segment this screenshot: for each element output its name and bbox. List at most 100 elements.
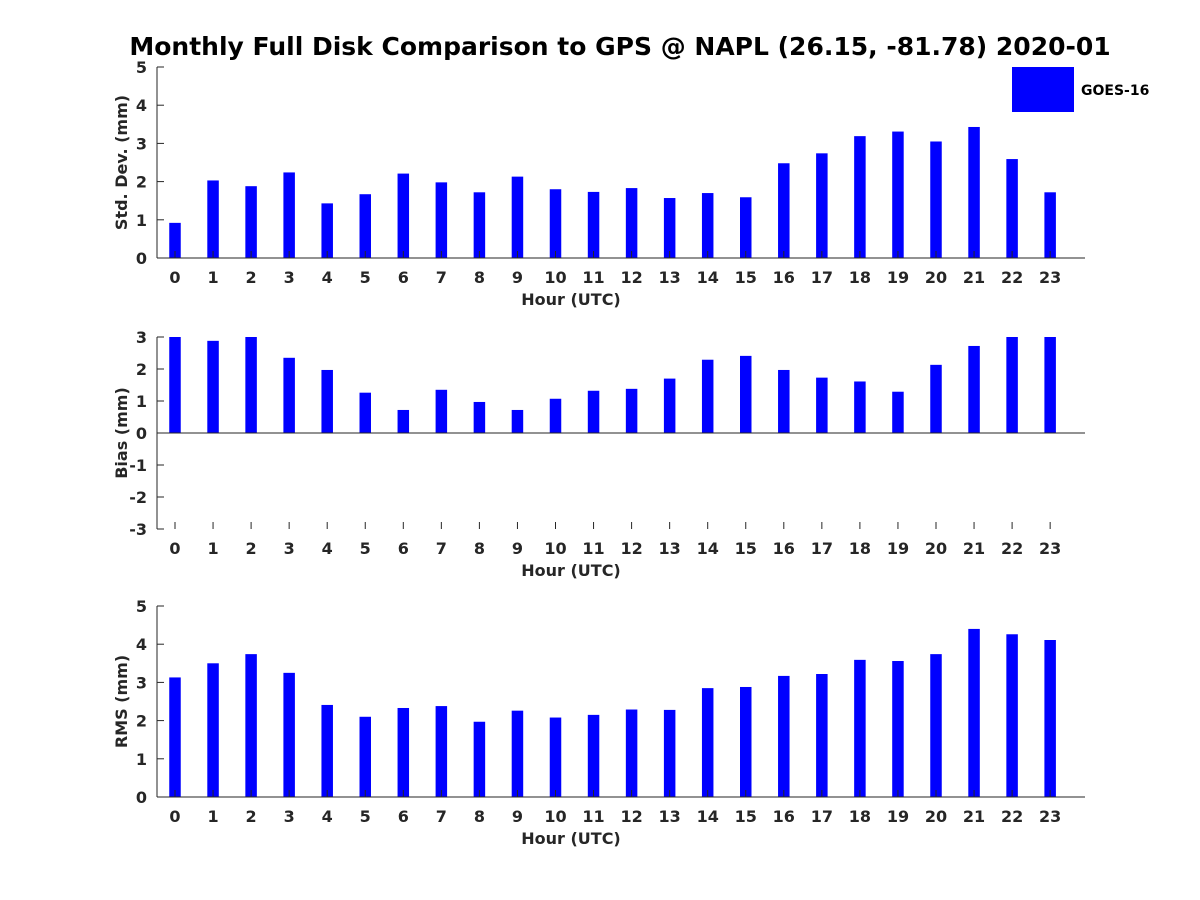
rms-x-tick-label: 16 [773,807,795,826]
rms-x-tick-label: 13 [659,807,681,826]
rms-bar-22 [1006,634,1018,797]
bias-y-tick-label: -1 [129,456,147,475]
bias-x-axis-label: Hour (UTC) [521,561,621,580]
bias-bar-16 [778,369,790,433]
bias-bar-8 [473,401,486,433]
bias-x-tick-label: 23 [1039,539,1061,558]
rms-bar-23 [1044,640,1056,797]
rms-x-tick-label: 19 [887,807,909,826]
rms-x-tick-label: 12 [620,807,642,826]
rms-x-tick-label: 11 [582,807,604,826]
bias-bar-7 [435,389,448,433]
std-y-tick-label: 2 [136,173,147,192]
std-y-tick-label: 5 [136,58,147,77]
std-x-tick-label: 11 [582,268,604,287]
std-x-tick-label: 20 [925,268,947,287]
bias-x-tick-label: 3 [284,539,295,558]
bias-x-tick-label: 19 [887,539,909,558]
rms-bar-4 [321,704,333,797]
bias-x-tick-label: 12 [620,539,642,558]
std-bar-9 [511,176,524,258]
bias-bar-19 [892,391,904,433]
rms-y-tick-label: 5 [136,597,147,616]
rms-bar-17 [816,674,828,797]
rms-x-tick-label: 10 [544,807,566,826]
rms-bar-11 [587,714,600,797]
std-x-axis-label: Hour (UTC) [521,290,621,309]
bias-x-tick-label: 20 [925,539,947,558]
rms-x-tick-label: 23 [1039,807,1061,826]
rms-bar-14 [701,688,714,797]
bias-bar-10 [549,398,562,433]
std-bar-14 [701,193,714,258]
bias-x-tick-label: 14 [697,539,719,558]
bias-x-tick-label: 18 [849,539,871,558]
rms-x-tick-label: 0 [169,807,180,826]
legend-swatch [1012,67,1074,112]
bias-y-tick-label: 1 [136,392,147,411]
std-y-tick-label: 4 [136,96,147,115]
std-x-tick-label: 5 [360,268,371,287]
rms-y-axis-label: RMS (mm) [112,655,131,748]
legend: GOES-16 [1012,67,1149,112]
std-bar-13 [663,198,676,258]
rms-bar-13 [663,709,676,797]
std-bar-5 [359,194,371,258]
rms-y-tick-label: 2 [136,712,147,731]
std-x-tick-label: 19 [887,268,909,287]
std-x-tick-label: 21 [963,268,985,287]
std-x-tick-label: 4 [322,268,333,287]
bias-x-tick-label: 17 [811,539,833,558]
bias-bar-18 [854,381,866,433]
bias-bar-6 [397,409,410,433]
std-bar-12 [625,188,638,258]
rms-bar-6 [397,707,410,797]
bias-bar-17 [816,377,828,433]
std-y-tick-label: 3 [136,134,147,153]
std-bar-16 [778,163,790,258]
std-y-tick-label: 1 [136,211,147,230]
rms-x-tick-label: 3 [284,807,295,826]
std-x-tick-label: 1 [207,268,218,287]
bias-x-tick-label: 13 [659,539,681,558]
rms-bar-2 [245,654,257,797]
bias-x-tick-label: 1 [207,539,218,558]
std-bar-8 [473,192,486,258]
std-x-tick-label: 3 [284,268,295,287]
rms-y-tick-label: 4 [136,635,147,654]
rms-x-tick-label: 6 [398,807,409,826]
std-x-tick-label: 9 [512,268,523,287]
std-bar-1 [207,180,219,258]
bias-x-tick-label: 8 [474,539,485,558]
rms-x-tick-label: 9 [512,807,523,826]
bias-x-tick-label: 15 [735,539,757,558]
rms-x-tick-label: 7 [436,807,447,826]
std-bar-11 [587,191,600,258]
rms-x-tick-label: 5 [360,807,371,826]
std-x-tick-label: 14 [697,268,719,287]
bias-x-tick-label: 2 [246,539,257,558]
bias-bar-3 [283,357,295,433]
rms-bar-19 [892,661,904,797]
std-bar-19 [892,131,904,258]
rms-bar-10 [549,717,562,797]
rms-x-tick-label: 17 [811,807,833,826]
std-bar-15 [740,197,752,258]
std-x-tick-label: 2 [246,268,257,287]
std-bar-23 [1044,192,1056,258]
bias-bar-2 [245,337,257,433]
bias-bar-14 [701,359,714,433]
std-x-tick-label: 6 [398,268,409,287]
bias-y-tick-label: 3 [136,328,147,347]
std-x-tick-label: 10 [544,268,566,287]
std-x-tick-label: 0 [169,268,180,287]
bias-bar-22 [1006,337,1018,433]
bias-x-tick-label: 5 [360,539,371,558]
bias-bar-20 [930,364,942,433]
bias-y-tick-label: -3 [129,520,147,539]
bias-bar-4 [321,369,333,433]
bias-x-tick-label: 11 [582,539,604,558]
